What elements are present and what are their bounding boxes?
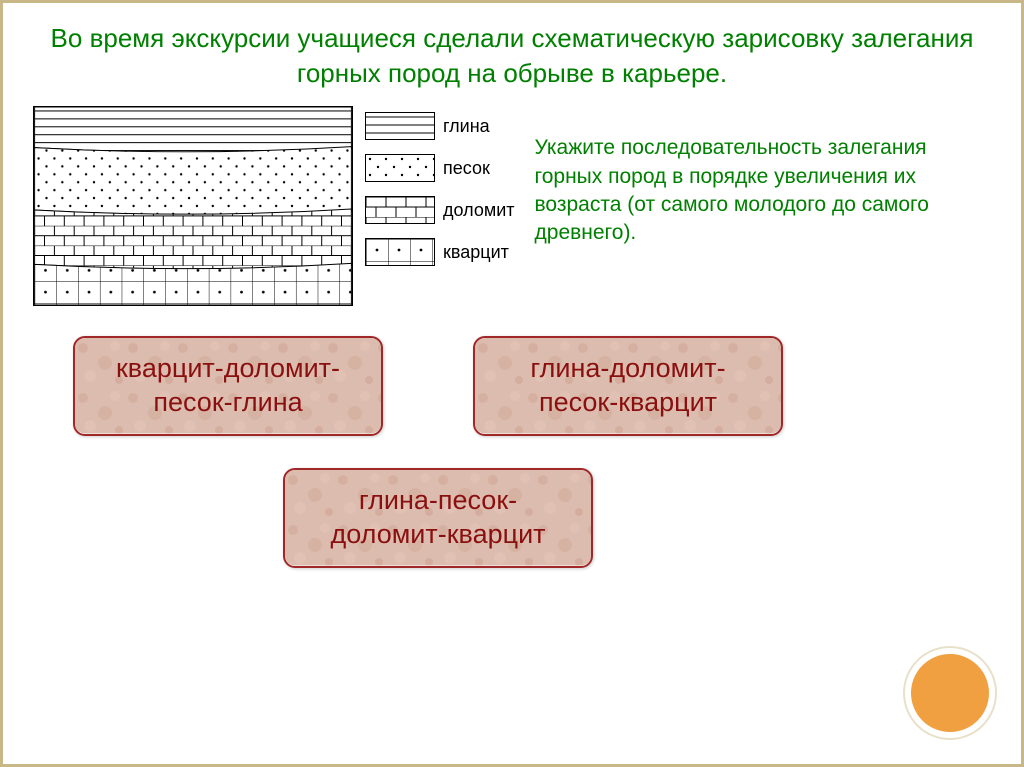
legend-row: песок — [365, 154, 515, 182]
content-row: глина песок доломит кварцит Укажите последо… — [3, 101, 1021, 306]
decorative-circle — [905, 648, 995, 738]
legend-swatch — [365, 112, 435, 140]
legend-label: песок — [443, 158, 490, 179]
legend-swatch — [365, 154, 435, 182]
legend-swatch — [365, 238, 435, 266]
answer-option-3[interactable]: глина-песок-доломит-кварцит — [283, 468, 593, 568]
answer-text-line: глина-доломит- — [497, 352, 759, 386]
answer-text-line: глина-песок- — [307, 484, 569, 518]
answer-option-1[interactable]: кварцит-доломит-песок-глина — [73, 336, 383, 436]
instruction-text: Укажите последовательность залегания гор… — [535, 106, 991, 306]
legend-row: доломит — [365, 196, 515, 224]
strata-diagram: глина песок доломит кварцит — [33, 106, 515, 306]
question-heading: Во время экскурсии учащиеся сделали схем… — [3, 3, 1021, 101]
legend-row: кварцит — [365, 238, 515, 266]
answer-text-line: песок-кварцит — [497, 386, 759, 420]
strata-cross-section — [33, 106, 353, 306]
answer-text-line: доломит-кварцит — [307, 518, 569, 552]
legend: глина песок доломит кварцит — [365, 106, 515, 306]
legend-label: доломит — [443, 200, 515, 221]
legend-label: глина — [443, 116, 490, 137]
legend-swatch — [365, 196, 435, 224]
legend-label: кварцит — [443, 242, 509, 263]
answer-option-2[interactable]: глина-доломит-песок-кварцит — [473, 336, 783, 436]
legend-row: глина — [365, 112, 515, 140]
answer-text-line: песок-глина — [97, 386, 359, 420]
answer-text-line: кварцит-доломит- — [97, 352, 359, 386]
